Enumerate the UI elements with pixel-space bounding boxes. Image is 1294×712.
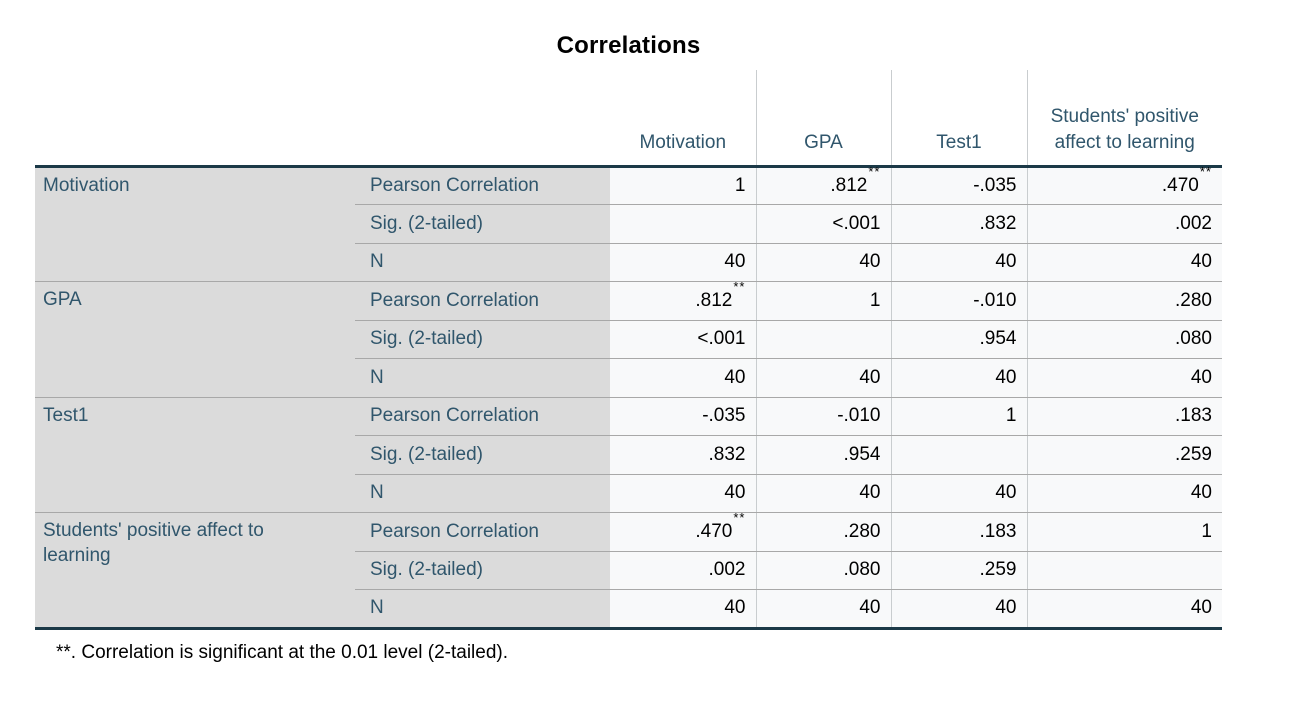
value-cell: 40 — [890, 243, 1027, 282]
value-cell: .080 — [1026, 320, 1222, 359]
header-corner-spacer — [35, 70, 355, 168]
header-corner-spacer — [355, 70, 610, 168]
column-header: Students' positive affect to learning — [1026, 70, 1222, 168]
table-row: N 40 40 40 40 — [35, 358, 1222, 398]
value-cell: 40 — [755, 243, 891, 282]
value-cell: .259 — [890, 551, 1027, 590]
table-row: Sig. (2-tailed) <.001 .954.080 — [35, 320, 1222, 359]
significance-stars: ** — [733, 279, 746, 295]
value-cell: .280 — [1026, 281, 1222, 321]
statistic-label: Pearson Correlation — [355, 512, 610, 552]
table-row: N 40 40 40 40 — [35, 243, 1222, 282]
value-cell: .280 — [755, 512, 891, 552]
value-cell: 1 — [1026, 512, 1222, 552]
value-cell: -.010 — [755, 397, 891, 436]
table-row: Students' positive affect to learning Pea… — [35, 510, 1222, 630]
value-cell: 40 — [610, 243, 756, 282]
statistic-label: N — [355, 243, 610, 282]
column-header: Test1 — [890, 70, 1027, 168]
value-cell: .470** — [1026, 164, 1222, 205]
value-cell: .812** — [755, 164, 891, 205]
statistic-label: N — [355, 589, 610, 630]
value-cell: 40 — [890, 589, 1027, 630]
value-cell — [1026, 551, 1222, 590]
value-cell: 1 — [610, 166, 756, 205]
value-cell: .183 — [890, 512, 1027, 552]
row-group-label: Motivation — [35, 166, 355, 282]
value-cell — [755, 320, 891, 359]
statistic-label: Sig. (2-tailed) — [355, 435, 610, 475]
value-cell: <.001 — [755, 204, 891, 244]
value-cell: 40 — [755, 589, 891, 630]
table-title: Correlations — [556, 32, 701, 59]
value-cell: 1 — [755, 281, 891, 321]
value-cell: 40 — [1026, 589, 1222, 630]
value-cell: .812** — [610, 279, 756, 321]
value-cell: .002 — [1026, 204, 1222, 244]
value-cell: 40 — [610, 589, 756, 630]
statistic-label: Sig. (2-tailed) — [355, 204, 610, 244]
statistic-label: Sig. (2-tailed) — [355, 320, 610, 359]
value-cell: 40 — [1026, 243, 1222, 282]
value-cell: .080 — [755, 551, 891, 590]
value-cell: -.010 — [890, 281, 1027, 321]
statistic-label: Pearson Correlation — [355, 166, 610, 205]
value-cell: -.035 — [890, 166, 1027, 205]
value-cell: .470** — [610, 510, 756, 552]
table-row: N 40 40 40 40 — [35, 589, 1222, 630]
row-group-label: Students' positive affect to learning — [35, 512, 355, 630]
column-header: GPA — [755, 70, 891, 168]
significance-stars: ** — [868, 164, 881, 180]
value-cell: .183 — [1026, 397, 1222, 436]
statistic-label: Pearson Correlation — [355, 281, 610, 321]
value-cell: .259 — [1026, 435, 1222, 475]
value-cell — [890, 435, 1027, 475]
value-cell: .832 — [890, 204, 1027, 244]
table-row: Sig. (2-tailed) .832.954 .259 — [35, 435, 1222, 475]
value-cell: .954 — [755, 435, 891, 475]
column-header: Motivation — [610, 70, 756, 168]
value-cell: .954 — [890, 320, 1027, 359]
value-cell — [610, 204, 756, 244]
row-group-label: GPA — [35, 281, 355, 398]
statistic-label: N — [355, 474, 610, 513]
significance-footnote: **. Correlation is significant at the 0.… — [56, 641, 509, 663]
value-cell: 40 — [755, 358, 891, 398]
value-cell: 40 — [755, 474, 891, 513]
row-group-label: Test1 — [35, 397, 355, 513]
value-cell: 40 — [890, 358, 1027, 398]
statistic-label: N — [355, 358, 610, 398]
header-row: Motivation GPA Test1 Students' positive aff… — [35, 70, 1222, 168]
value-cell: 40 — [1026, 358, 1222, 398]
correlations-table: Motivation GPA Test1 Students' positive aff… — [35, 70, 1222, 630]
value-cell: 40 — [890, 474, 1027, 513]
correlations-output: Correlations Motivation GPA Test1 Students'… — [35, 0, 1222, 666]
table-row: Sig. (2-tailed) <.001.832.002 — [35, 204, 1222, 244]
significance-stars: ** — [1199, 164, 1212, 180]
value-cell: 40 — [610, 358, 756, 398]
statistic-label: Sig. (2-tailed) — [355, 551, 610, 590]
statistic-label: Pearson Correlation — [355, 397, 610, 436]
value-cell: 40 — [610, 474, 756, 513]
table-row: GPA Pearson Correlation .812** 1 -.010.280 — [35, 279, 1222, 398]
value-cell: 40 — [1026, 474, 1222, 513]
table-row: Motivation Pearson Correlation 1.812** -.03… — [35, 164, 1222, 282]
value-cell: <.001 — [610, 320, 756, 359]
value-cell: 1 — [890, 397, 1027, 436]
value-cell: .832 — [610, 435, 756, 475]
table-row: Test1 Pearson Correlation -.035 -.010 1.183 — [35, 397, 1222, 513]
value-cell: -.035 — [610, 397, 756, 436]
value-cell: .002 — [610, 551, 756, 590]
significance-stars: ** — [733, 510, 746, 526]
table-row: N 40 40 40 40 — [35, 474, 1222, 513]
table-row: Sig. (2-tailed) .002.080.259 — [35, 551, 1222, 590]
